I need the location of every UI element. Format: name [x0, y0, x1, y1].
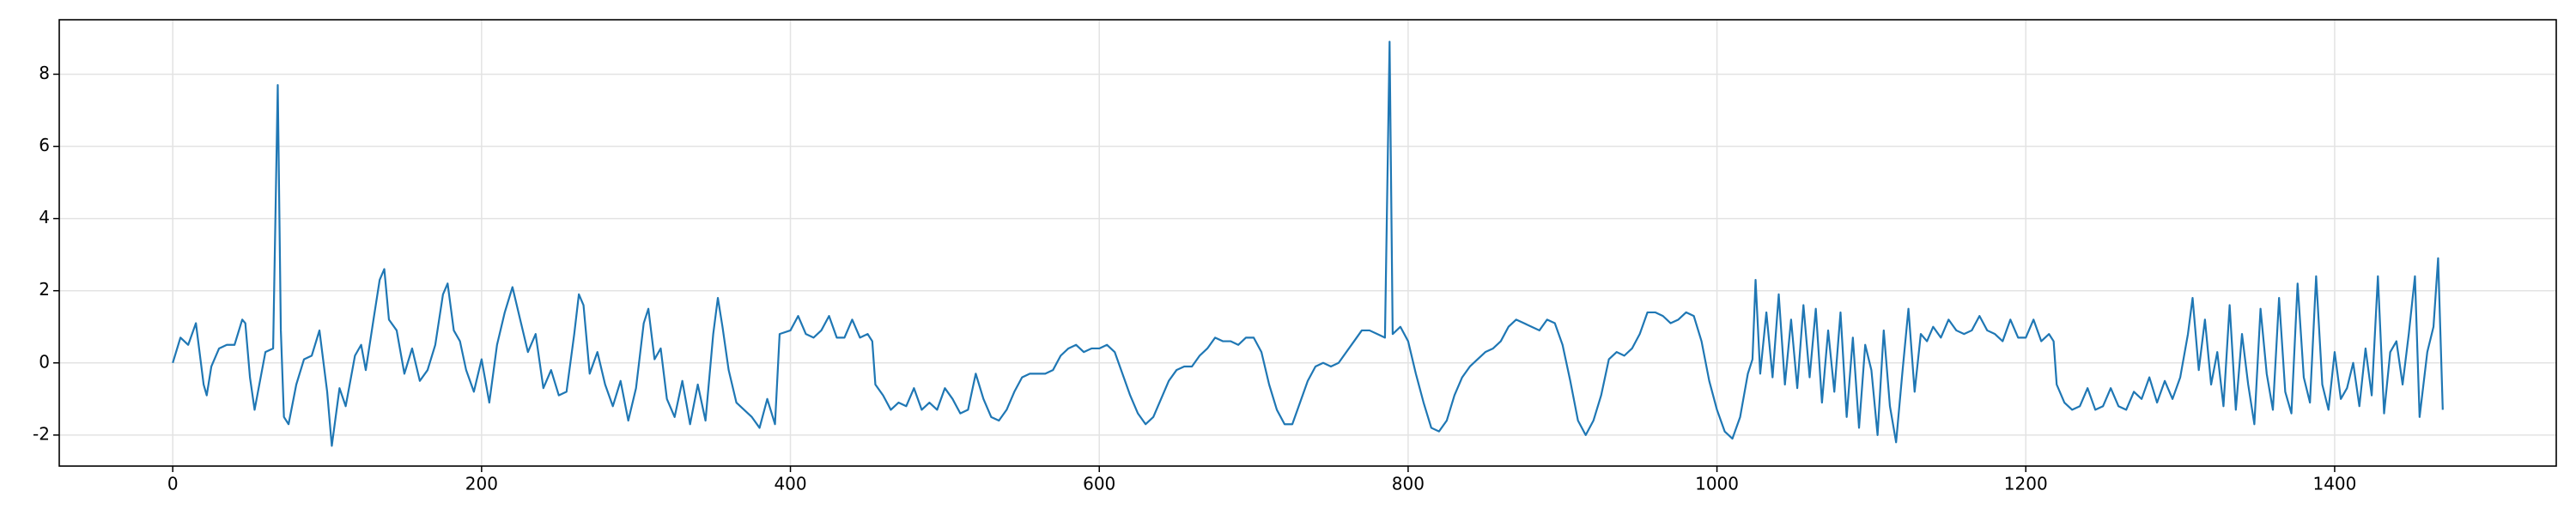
x-tick-label: 400: [774, 474, 806, 494]
x-tick-label: 200: [465, 474, 498, 494]
x-tick-label: 1200: [2004, 474, 2048, 494]
y-tick-label: 2: [39, 279, 50, 300]
plot-frame: [58, 19, 2557, 467]
y-tick-label: 6: [39, 135, 50, 155]
y-tick-label: 4: [39, 207, 50, 227]
y-tick-label: 8: [39, 63, 50, 83]
x-tick-label: 600: [1083, 474, 1115, 494]
x-tick-label: 800: [1392, 474, 1425, 494]
x-tick-label: 0: [167, 474, 179, 494]
x-tick-label: 1400: [2312, 474, 2356, 494]
y-tick-label: 0: [39, 351, 50, 372]
x-tick-label: 1000: [1695, 474, 1739, 494]
data-line: [172, 40, 2444, 447]
y-tick-label: -2: [33, 423, 50, 444]
